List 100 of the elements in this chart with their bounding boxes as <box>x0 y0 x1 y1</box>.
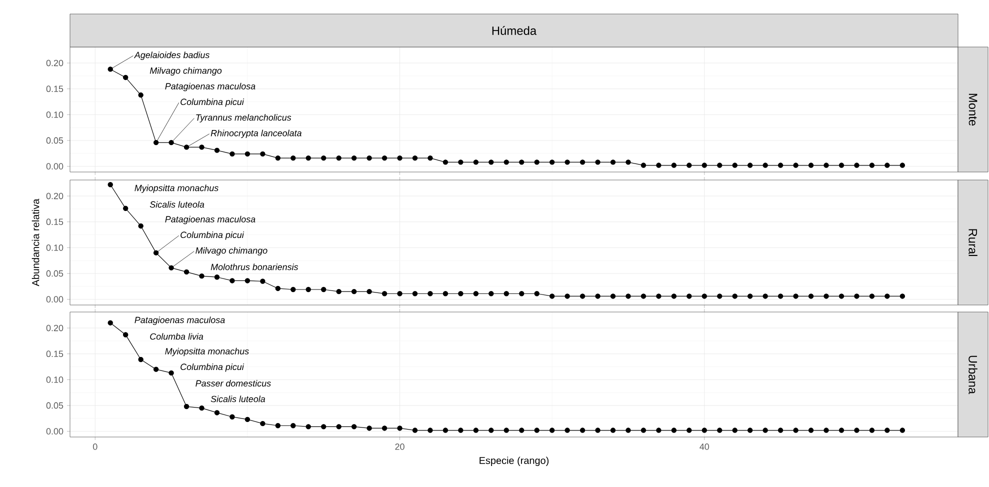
y-tick-label: 0.05 <box>46 402 64 409</box>
point <box>793 428 798 433</box>
point <box>473 160 479 165</box>
annotation: Myiopsitta monachus <box>134 184 218 193</box>
point <box>214 410 220 416</box>
point <box>382 291 388 296</box>
point <box>458 160 464 165</box>
annotation: Molothrus bonariensis <box>210 264 298 270</box>
point <box>184 269 190 275</box>
point <box>884 294 890 299</box>
point <box>656 162 662 168</box>
annotation: Sicalis luteola <box>210 396 266 402</box>
point <box>626 160 631 165</box>
point <box>108 182 113 188</box>
point <box>808 294 814 299</box>
point <box>244 151 250 157</box>
point <box>854 428 860 433</box>
x-axis-title: Especie (rango) <box>480 456 549 466</box>
point <box>412 428 418 433</box>
point <box>519 428 524 433</box>
point <box>275 286 281 292</box>
point <box>397 426 402 431</box>
point <box>549 294 555 299</box>
annotation: Passer domesticus <box>196 380 271 387</box>
point <box>382 155 388 161</box>
point <box>382 426 388 431</box>
x-tick-label: 0 <box>92 444 98 450</box>
point <box>168 370 174 376</box>
point <box>153 140 159 146</box>
point <box>488 291 494 296</box>
point <box>732 428 738 433</box>
point <box>199 144 204 150</box>
point <box>275 423 281 428</box>
point <box>717 428 722 433</box>
annotation: Agelaioides badius <box>134 52 210 60</box>
point <box>610 160 616 165</box>
point <box>732 162 738 168</box>
point <box>808 162 814 168</box>
point <box>854 294 860 299</box>
point <box>838 428 844 433</box>
point <box>260 151 266 157</box>
point <box>504 291 509 296</box>
point <box>321 424 326 430</box>
point <box>473 428 479 433</box>
point <box>108 320 113 326</box>
point <box>351 424 357 430</box>
point <box>702 428 708 433</box>
point <box>138 92 144 98</box>
point <box>108 66 113 72</box>
point <box>838 294 844 299</box>
point <box>884 162 890 168</box>
point <box>366 155 372 161</box>
y-tick-label: 0.20 <box>46 192 64 200</box>
annotation: Milvago chimango <box>150 67 222 76</box>
point <box>366 426 372 431</box>
y-tick-label: 0.05 <box>46 270 64 277</box>
point <box>230 151 235 157</box>
point <box>519 291 524 296</box>
point <box>747 294 753 299</box>
point <box>702 294 708 299</box>
point <box>230 278 235 284</box>
point <box>244 416 250 422</box>
point <box>428 291 433 296</box>
point <box>640 162 646 168</box>
point <box>336 155 342 161</box>
point <box>321 286 326 292</box>
point <box>168 140 174 146</box>
y2-axis-title: Monte <box>968 94 978 126</box>
point <box>428 428 433 433</box>
point <box>306 155 311 161</box>
point <box>686 428 692 433</box>
annotation: Rhinocrypta lanceolata <box>210 130 302 138</box>
point <box>442 428 448 433</box>
point <box>504 428 509 433</box>
y-tick-label: 0.10 <box>46 244 64 251</box>
point <box>808 428 814 433</box>
point <box>549 428 555 433</box>
point <box>214 148 220 153</box>
point <box>184 404 190 410</box>
point <box>214 274 220 280</box>
point <box>230 414 235 420</box>
point <box>488 160 494 165</box>
point <box>900 162 906 168</box>
point <box>793 294 798 299</box>
point <box>778 162 784 168</box>
point <box>595 428 600 433</box>
point <box>122 74 128 80</box>
x-tick-label: 40 <box>700 444 710 450</box>
point <box>290 423 296 428</box>
point <box>336 424 342 430</box>
y-tick-label: 0.05 <box>46 137 64 144</box>
point <box>504 160 509 165</box>
point <box>686 294 692 299</box>
y-tick-label: 0.00 <box>46 163 64 170</box>
point <box>762 428 768 433</box>
y-tick-label: 0.20 <box>46 324 64 332</box>
point <box>260 420 266 426</box>
point <box>138 223 144 229</box>
y-tick-label: 0.10 <box>46 111 64 118</box>
y-tick-label: 0.15 <box>46 86 64 92</box>
